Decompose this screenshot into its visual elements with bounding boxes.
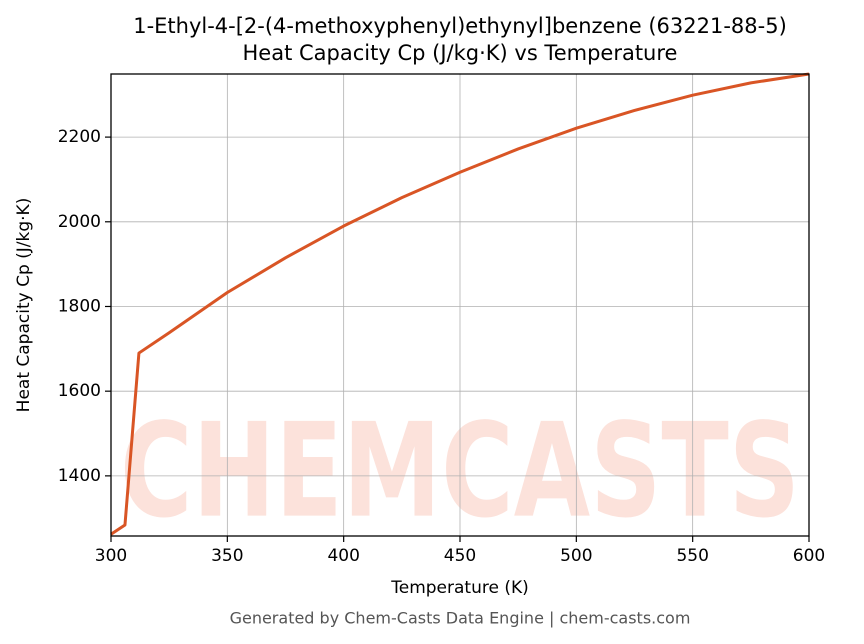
x-tick-label: 500: [560, 546, 592, 566]
x-tick-label: 350: [211, 546, 243, 566]
plot-area: [110, 72, 810, 536]
chart-subtitle: Heat Capacity Cp (J/kg·K) vs Temperature: [243, 41, 678, 65]
y-tick-label: 1600: [58, 381, 101, 401]
y-tick-label: 2200: [58, 127, 101, 147]
x-tick-label: 550: [676, 546, 708, 566]
x-axis-label: Temperature (K): [390, 578, 529, 598]
x-tick-label: 300: [95, 546, 127, 566]
chart-title: 1-Ethyl-4-[2-(4-methoxyphenyl)ethynyl]be…: [133, 14, 787, 38]
x-tick-label: 400: [327, 546, 359, 566]
y-tick-label: 1400: [58, 466, 101, 486]
footer: Generated by Chem-Casts Data Engine | ch…: [230, 609, 691, 628]
x-tick-label: 450: [444, 546, 476, 566]
y-tick-label: 1800: [58, 296, 101, 316]
y-tick-label: 2000: [58, 212, 101, 232]
data-line: [110, 72, 810, 536]
x-tick-label: 600: [793, 546, 825, 566]
y-axis-label: Heat Capacity Cp (J/kg·K): [14, 198, 34, 413]
